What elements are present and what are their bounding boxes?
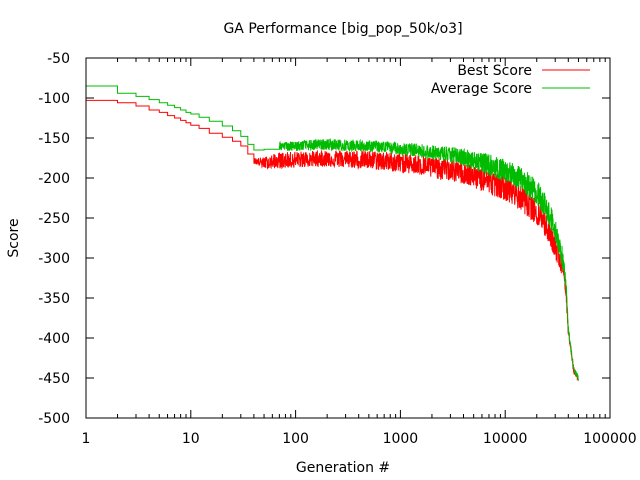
chart-title: GA Performance [big_pop_50k/o3] bbox=[223, 21, 462, 37]
y-axis-label: Score bbox=[6, 218, 22, 257]
x-axis-label: Generation # bbox=[296, 460, 390, 476]
y-tick-label: -400 bbox=[38, 331, 70, 347]
y-tick-label: -200 bbox=[38, 171, 70, 187]
y-tick-label: -150 bbox=[38, 131, 70, 147]
x-tick-label: 10000 bbox=[483, 431, 528, 447]
y-tick-label: -450 bbox=[38, 371, 70, 387]
plot-frame bbox=[85, 57, 611, 419]
y-tick-label: -250 bbox=[38, 211, 70, 227]
tick-layer: 1 10 100 1000 10000 100000 -500 -450 -400 -350 -30… bbox=[38, 51, 637, 447]
legend: Best Score Average Score bbox=[431, 63, 590, 97]
x-tick-label: 10 bbox=[182, 431, 200, 447]
y-tick-label: -500 bbox=[38, 411, 70, 427]
x-tick-label: 100 bbox=[282, 431, 309, 447]
legend-label-best-score: Best Score bbox=[457, 63, 532, 79]
y-tick-label: -350 bbox=[38, 291, 70, 307]
series-line-best-score bbox=[86, 99, 579, 382]
series-line-average-score bbox=[86, 85, 579, 381]
y-tick-label: -100 bbox=[38, 91, 70, 107]
x-tick-label: 1000 bbox=[383, 431, 419, 447]
y-tick-label: -300 bbox=[38, 251, 70, 267]
x-tick-label: 1 bbox=[82, 431, 91, 447]
x-tick-label: 100000 bbox=[583, 431, 636, 447]
legend-label-average-score: Average Score bbox=[431, 81, 532, 97]
series-layer bbox=[86, 85, 579, 382]
y-tick-label: -50 bbox=[47, 51, 70, 67]
